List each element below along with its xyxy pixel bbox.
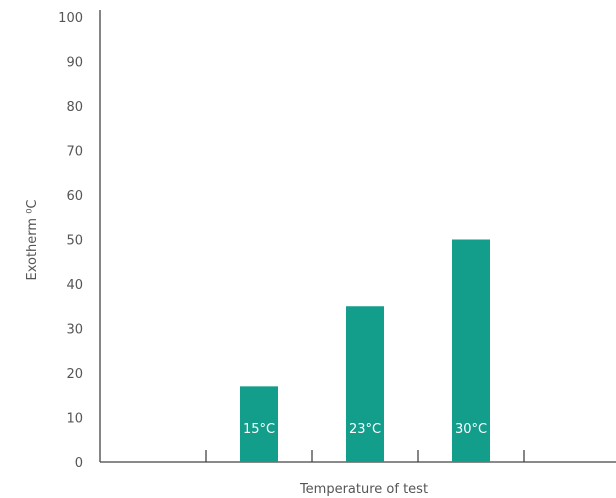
x-axis-ticks bbox=[205, 450, 525, 462]
y-tick-label: 50 bbox=[66, 234, 83, 249]
y-tick-label: 100 bbox=[58, 11, 83, 26]
bar bbox=[240, 386, 278, 462]
y-tick-label: 90 bbox=[66, 56, 83, 71]
x-axis-title: Temperature of test bbox=[299, 482, 428, 497]
y-axis-title: Exotherm ⁰C bbox=[25, 200, 40, 281]
y-tick-label: 70 bbox=[66, 145, 83, 160]
bar-category-label: 15°C bbox=[243, 422, 275, 437]
y-tick-label: 0 bbox=[75, 456, 83, 471]
y-tick-label: 30 bbox=[66, 323, 83, 338]
bar-category-label: 30°C bbox=[455, 422, 487, 437]
y-axis-ticks: 0 10 20 30 40 50 60 70 80 90 100 bbox=[58, 11, 83, 471]
y-tick-label: 40 bbox=[66, 278, 83, 293]
bars-group: 15°C 23°C 30°C bbox=[240, 239, 490, 462]
bar bbox=[452, 239, 490, 462]
y-tick-label: 10 bbox=[66, 412, 83, 427]
y-tick-label: 80 bbox=[66, 100, 83, 115]
bar bbox=[346, 306, 384, 462]
y-tick-label: 60 bbox=[66, 189, 83, 204]
bar-category-label: 23°C bbox=[349, 422, 381, 437]
y-tick-label: 20 bbox=[66, 367, 83, 382]
